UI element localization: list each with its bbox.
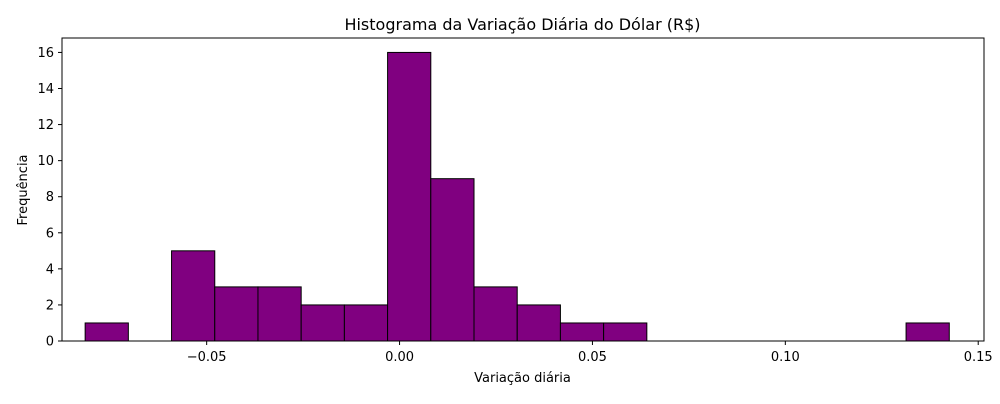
- histogram-bar: [387, 51, 432, 342]
- y-tick-label: 12: [37, 118, 54, 133]
- y-axis-label: Frequência: [16, 154, 31, 225]
- y-tick-label: 4: [46, 262, 54, 277]
- histogram-bar: [473, 286, 518, 342]
- axes-frame: [61, 37, 985, 342]
- histogram-bar: [603, 322, 648, 342]
- y-tick-label: 8: [46, 190, 54, 205]
- chart-title: Histograma da Variação Diária do Dólar (…: [344, 15, 700, 34]
- y-tick-label: 16: [37, 46, 54, 61]
- histogram-bar: [257, 286, 302, 342]
- histogram-bars: [84, 51, 950, 342]
- x-tick-label: 0.05: [578, 350, 607, 365]
- x-tick-label: −0.05: [187, 350, 227, 365]
- x-tick-label: 0.10: [771, 350, 800, 365]
- histogram-bar: [516, 304, 561, 342]
- histogram-bar: [430, 178, 475, 342]
- histogram-bar: [559, 322, 605, 342]
- histogram-bar: [300, 304, 345, 342]
- y-tick-label: 2: [46, 298, 54, 313]
- histogram-bar: [171, 250, 216, 342]
- x-tick-label: 0.15: [964, 350, 993, 365]
- x-axis-label: Variação diária: [474, 371, 571, 386]
- y-tick-label: 14: [37, 82, 54, 97]
- x-tick-label: 0.00: [385, 350, 414, 365]
- histogram-bar: [214, 286, 259, 342]
- y-tick-label: 6: [46, 226, 54, 241]
- histogram-bar: [343, 304, 389, 342]
- histogram-bar: [905, 322, 950, 342]
- y-tick-label: 0: [46, 335, 54, 350]
- x-axis-ticks: −0.05 0.00 0.05 0.10 0.15: [187, 341, 993, 365]
- histogram-bar: [84, 322, 129, 342]
- y-axis-ticks: 0 2 4 6 8 10 12 14 16: [37, 46, 62, 350]
- y-tick-label: 10: [37, 154, 54, 169]
